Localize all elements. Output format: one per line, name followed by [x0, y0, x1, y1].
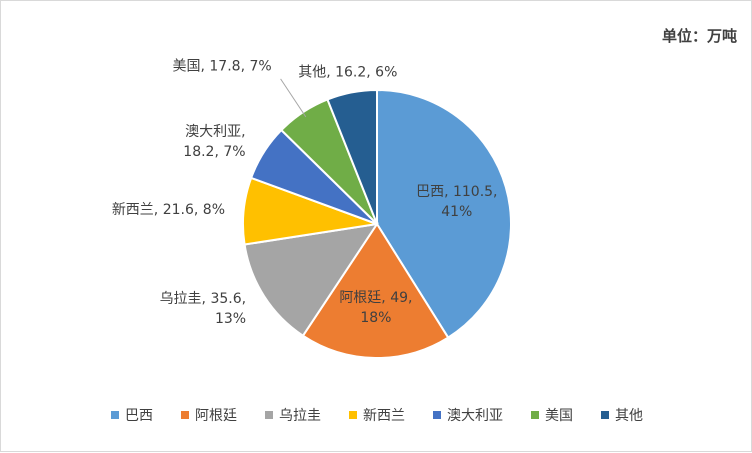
data-label-2-line-1: 13%	[215, 311, 246, 327]
unit-label: 单位：万吨	[661, 27, 737, 45]
legend-label-1: 阿根廷	[195, 408, 237, 424]
data-label-5-line-0: 美国, 17.8, 7%	[173, 59, 272, 75]
legend-item-3: 新西兰	[349, 408, 405, 424]
legend-swatch-1	[181, 411, 189, 419]
data-label-1-line-1: 18%	[360, 310, 391, 326]
pie-slice-1	[301, 222, 450, 359]
data-label-4-line-1: 18.2, 7%	[183, 144, 245, 160]
data-label-2-line-0: 乌拉圭, 35.6,	[160, 291, 247, 307]
pie-slice-2	[243, 222, 380, 338]
legend-label-2: 乌拉圭	[279, 408, 321, 424]
legend-label-5: 美国	[545, 408, 573, 424]
legend-item-1: 阿根廷	[181, 408, 237, 424]
leader-line-meiguo	[280, 78, 307, 118]
legend-swatch-4	[433, 411, 441, 419]
legend-item-5: 美国	[531, 408, 573, 424]
data-label-0-line-0: 巴西, 110.5,	[416, 184, 497, 200]
legend-label-6: 其他	[615, 408, 643, 424]
legend-item-0: 巴西	[111, 408, 153, 424]
pie-slice-6	[326, 88, 378, 225]
legend-item-2: 乌拉圭	[265, 408, 321, 424]
data-label-4-line-0: 澳大利亚,	[185, 124, 245, 140]
data-label-3-line-0: 新西兰, 21.6, 8%	[112, 202, 225, 218]
legend-label-3: 新西兰	[363, 408, 405, 424]
legend-label-4: 澳大利亚	[447, 408, 503, 424]
data-label-0-line-1: 41%	[441, 204, 472, 220]
legend-swatch-3	[349, 411, 357, 419]
legend-swatch-0	[111, 411, 119, 419]
legend-swatch-6	[601, 411, 609, 419]
legend-swatch-2	[265, 411, 273, 419]
legend-item-4: 澳大利亚	[433, 408, 503, 424]
legend-swatch-5	[531, 411, 539, 419]
data-label-1-line-0: 阿根廷, 49,	[339, 290, 412, 306]
data-label-6-line-0: 其他, 16.2, 6%	[298, 64, 397, 80]
legend-item-6: 其他	[601, 408, 643, 424]
legend-label-0: 巴西	[125, 408, 153, 424]
